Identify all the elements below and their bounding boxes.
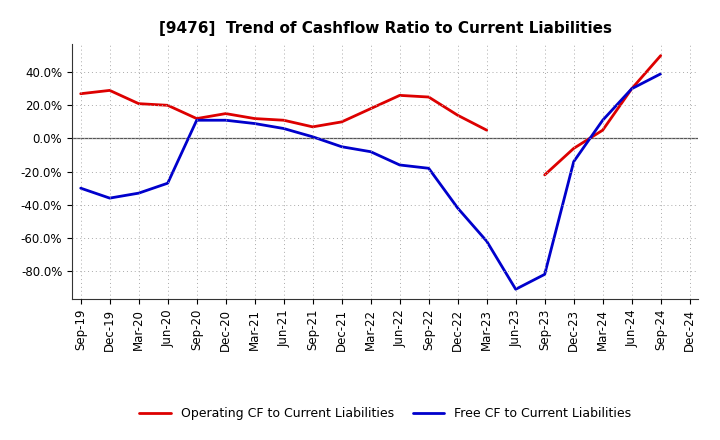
Operating CF to Current Liabilities — [192, 116, 201, 121]
Free CF to Current Liabilities — [482, 238, 491, 244]
Operating CF to Current Liabilities — [105, 88, 114, 93]
Operating CF to Current Liabilities — [395, 93, 404, 98]
Operating CF to Current Liabilities — [163, 103, 172, 108]
Free CF to Current Liabilities — [570, 159, 578, 164]
Free CF to Current Liabilities — [424, 165, 433, 171]
Operating CF to Current Liabilities — [76, 91, 85, 96]
Operating CF to Current Liabilities — [338, 119, 346, 125]
Operating CF to Current Liabilities — [424, 95, 433, 100]
Free CF to Current Liabilities — [76, 186, 85, 191]
Operating CF to Current Liabilities — [279, 117, 288, 123]
Operating CF to Current Liabilities — [454, 113, 462, 118]
Free CF to Current Liabilities — [395, 162, 404, 168]
Free CF to Current Liabilities — [308, 134, 317, 139]
Operating CF to Current Liabilities — [251, 116, 259, 121]
Free CF to Current Liabilities — [541, 272, 549, 277]
Free CF to Current Liabilities — [511, 286, 520, 292]
Legend: Operating CF to Current Liabilities, Free CF to Current Liabilities: Operating CF to Current Liabilities, Fre… — [135, 403, 636, 425]
Operating CF to Current Liabilities — [482, 128, 491, 133]
Operating CF to Current Liabilities — [570, 146, 578, 151]
Line: Free CF to Current Liabilities: Free CF to Current Liabilities — [81, 74, 661, 289]
Free CF to Current Liabilities — [454, 205, 462, 211]
Title: [9476]  Trend of Cashflow Ratio to Current Liabilities: [9476] Trend of Cashflow Ratio to Curren… — [158, 21, 612, 36]
Free CF to Current Liabilities — [221, 117, 230, 123]
Operating CF to Current Liabilities — [657, 53, 665, 58]
Operating CF to Current Liabilities — [366, 106, 375, 111]
Operating CF to Current Liabilities — [541, 172, 549, 178]
Free CF to Current Liabilities — [366, 149, 375, 154]
Free CF to Current Liabilities — [163, 180, 172, 186]
Free CF to Current Liabilities — [135, 191, 143, 196]
Operating CF to Current Liabilities — [135, 101, 143, 106]
Free CF to Current Liabilities — [627, 86, 636, 92]
Operating CF to Current Liabilities — [221, 111, 230, 116]
Operating CF to Current Liabilities — [627, 86, 636, 92]
Free CF to Current Liabilities — [598, 117, 607, 123]
Free CF to Current Liabilities — [105, 195, 114, 201]
Operating CF to Current Liabilities — [308, 124, 317, 129]
Line: Operating CF to Current Liabilities: Operating CF to Current Liabilities — [81, 55, 661, 175]
Free CF to Current Liabilities — [279, 126, 288, 131]
Free CF to Current Liabilities — [192, 117, 201, 123]
Free CF to Current Liabilities — [251, 121, 259, 126]
Free CF to Current Liabilities — [338, 144, 346, 150]
Operating CF to Current Liabilities — [598, 128, 607, 133]
Free CF to Current Liabilities — [657, 71, 665, 77]
